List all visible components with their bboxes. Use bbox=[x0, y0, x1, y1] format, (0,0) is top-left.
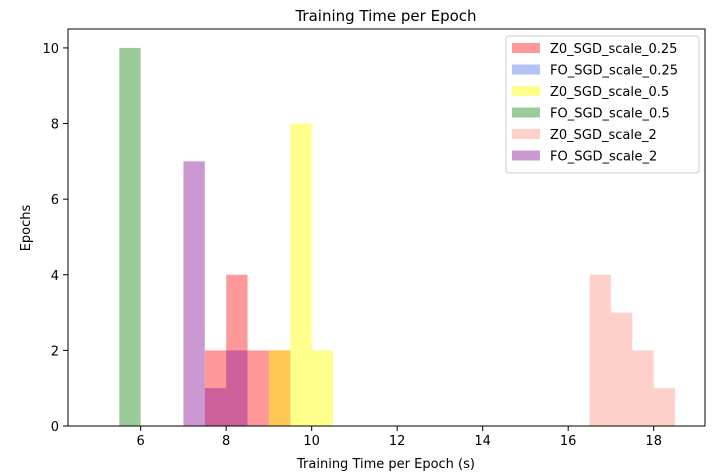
y-tick-label: 0 bbox=[51, 420, 59, 435]
legend-swatch-4 bbox=[512, 129, 540, 139]
y-tick-label: 6 bbox=[51, 193, 59, 208]
plot-frame bbox=[67, 28, 706, 427]
legend-swatch-1 bbox=[512, 64, 540, 75]
y-axis: 0 2 4 6 8 10 bbox=[42, 42, 68, 435]
bar-series-2-bin-0 bbox=[268, 350, 291, 426]
legend-swatch-5 bbox=[512, 150, 540, 161]
x-tick-label: 14 bbox=[474, 434, 491, 449]
chart-title: Training Time per Epoch bbox=[294, 7, 476, 25]
bar-series-4-bin-1 bbox=[610, 312, 633, 426]
y-tick-label: 4 bbox=[51, 269, 59, 284]
bar-series-3-bin-0 bbox=[119, 47, 141, 427]
x-axis-label: Training Time per Epoch (s) bbox=[296, 457, 475, 472]
bar-series-5-bin-0 bbox=[183, 161, 205, 427]
x-tick-label: 10 bbox=[303, 434, 320, 449]
x-tick-label: 8 bbox=[222, 434, 230, 449]
bar-series-5-bin-2 bbox=[226, 350, 248, 426]
legend-label-4: Z0_SGD_scale_2 bbox=[550, 128, 657, 143]
bar-series-4-bin-3 bbox=[653, 388, 676, 426]
x-tick-label: 16 bbox=[560, 434, 577, 449]
y-tick-label: 8 bbox=[51, 118, 59, 133]
bar-series-5-bin-1 bbox=[204, 388, 227, 426]
legend-swatch-3 bbox=[512, 107, 540, 118]
bar-series-2-bin-2 bbox=[311, 350, 334, 426]
bar-series-0-bin-3 bbox=[268, 350, 291, 426]
x-tick-label: 18 bbox=[645, 434, 662, 449]
x-tick-label: 12 bbox=[389, 434, 406, 449]
bar-series-0-bin-2 bbox=[247, 350, 269, 426]
legend-box bbox=[505, 35, 700, 174]
bars-layer bbox=[119, 47, 676, 427]
legend-label-3: FO_SGD_scale_0.5 bbox=[550, 107, 670, 122]
bar-series-4-bin-2 bbox=[632, 350, 654, 426]
x-tick-label: 6 bbox=[137, 434, 145, 449]
y-tick-label: 2 bbox=[51, 344, 59, 359]
bar-series-2-bin-1 bbox=[290, 123, 312, 427]
x-axis: 6 8 10 12 14 16 18 bbox=[137, 426, 662, 449]
y-tick-label: 10 bbox=[42, 42, 59, 57]
bar-series-0-bin-1 bbox=[226, 274, 248, 426]
bar-series-0-bin-0 bbox=[204, 350, 227, 426]
bar-series-4-bin-0 bbox=[589, 274, 611, 426]
y-axis-label: Epochs bbox=[19, 204, 34, 251]
legend: Z0_SGD_scale_0.25 FO_SGD_scale_0.25 Z0_SGD… bbox=[505, 35, 700, 174]
legend-label-5: FO_SGD_scale_2 bbox=[550, 150, 657, 165]
legend-swatch-2 bbox=[512, 86, 540, 96]
legend-swatch-0 bbox=[512, 43, 540, 53]
legend-label-2: Z0_SGD_scale_0.5 bbox=[550, 85, 669, 100]
legend-label-1: FO_SGD_scale_0.25 bbox=[550, 64, 678, 79]
legend-label-0: Z0_SGD_scale_0.25 bbox=[550, 42, 677, 57]
